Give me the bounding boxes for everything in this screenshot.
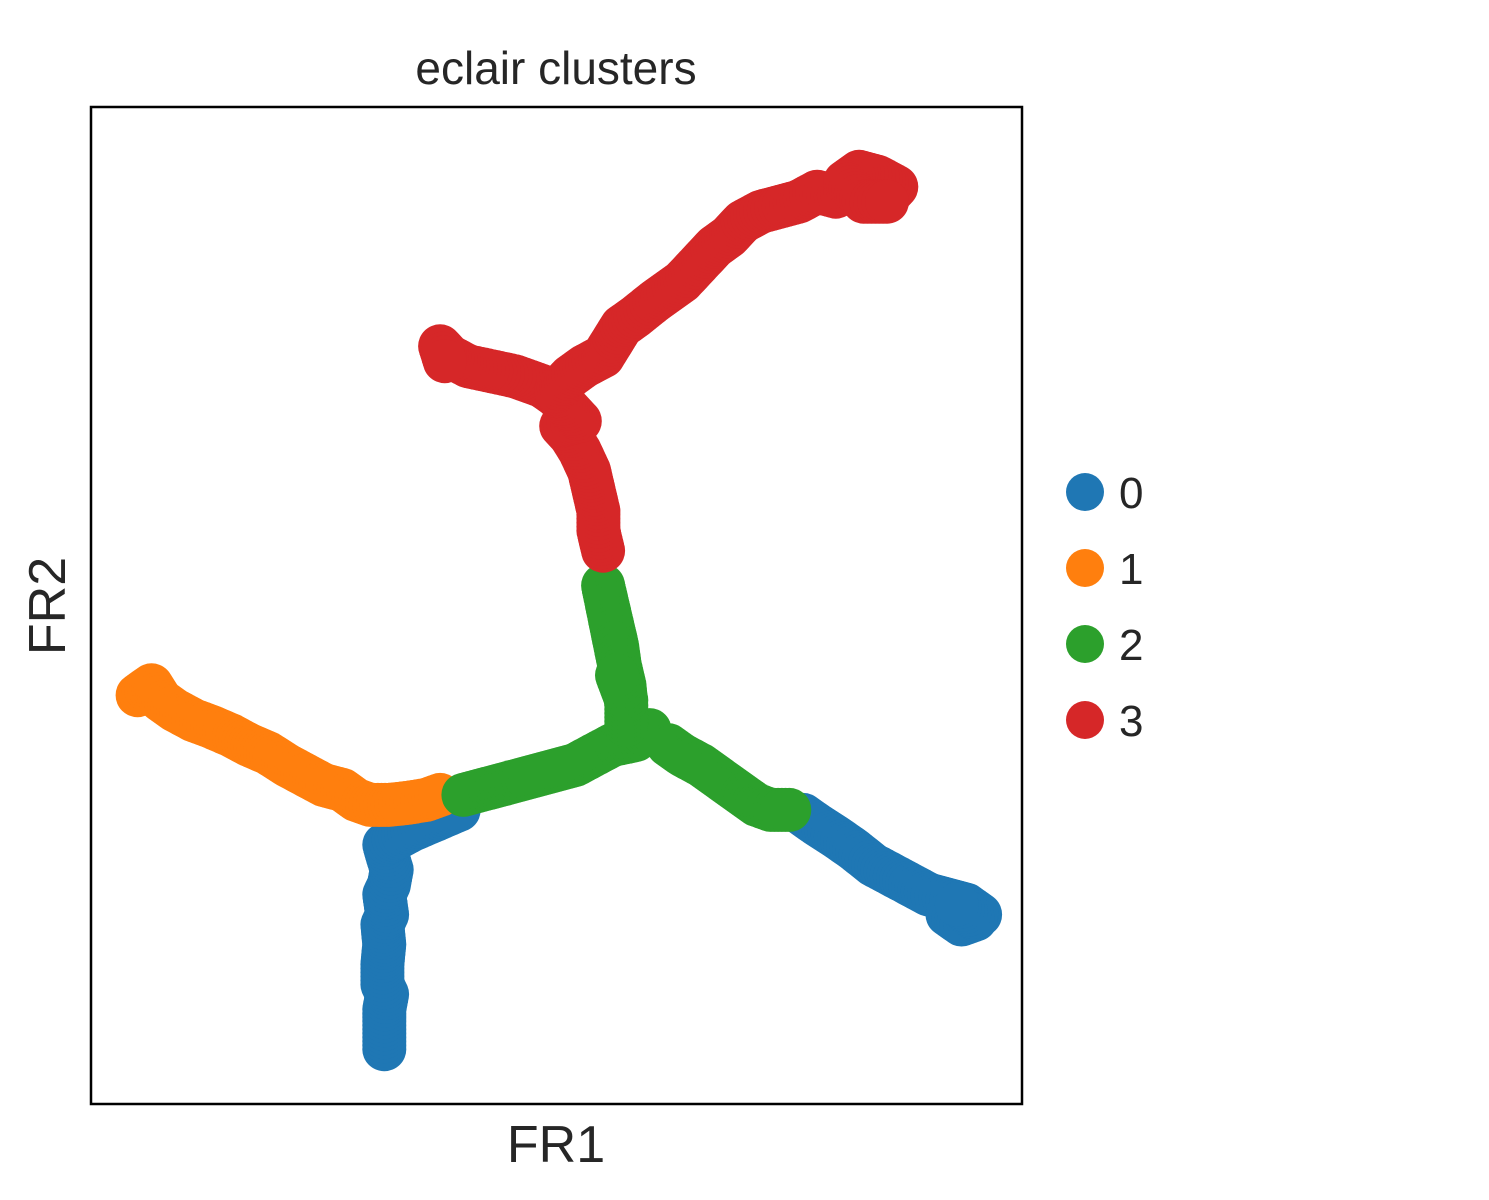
legend-label-1: 1 — [1119, 545, 1143, 594]
chart-title: eclair clusters — [415, 42, 696, 94]
cluster-2-point — [595, 653, 639, 698]
x-axis-label: FR1 — [507, 1116, 605, 1174]
legend-label-0: 0 — [1119, 469, 1143, 518]
legend-marker-3 — [1066, 701, 1104, 739]
plot-frame — [89, 105, 1024, 1106]
legend-marker-0 — [1066, 473, 1104, 511]
cluster-0-point — [934, 882, 979, 927]
scatter-points — [115, 149, 1003, 1072]
cluster-2-point — [767, 787, 812, 832]
legend-label-2: 2 — [1119, 621, 1143, 670]
cluster-3-point — [422, 339, 467, 384]
legend-marker-2 — [1066, 625, 1104, 663]
y-axis-label: FR2 — [19, 557, 77, 655]
legend-label-3: 3 — [1119, 697, 1143, 746]
legend-marker-1 — [1066, 549, 1104, 587]
legend: 0 1 2 3 — [1066, 469, 1143, 746]
cluster-3-point — [865, 179, 909, 224]
